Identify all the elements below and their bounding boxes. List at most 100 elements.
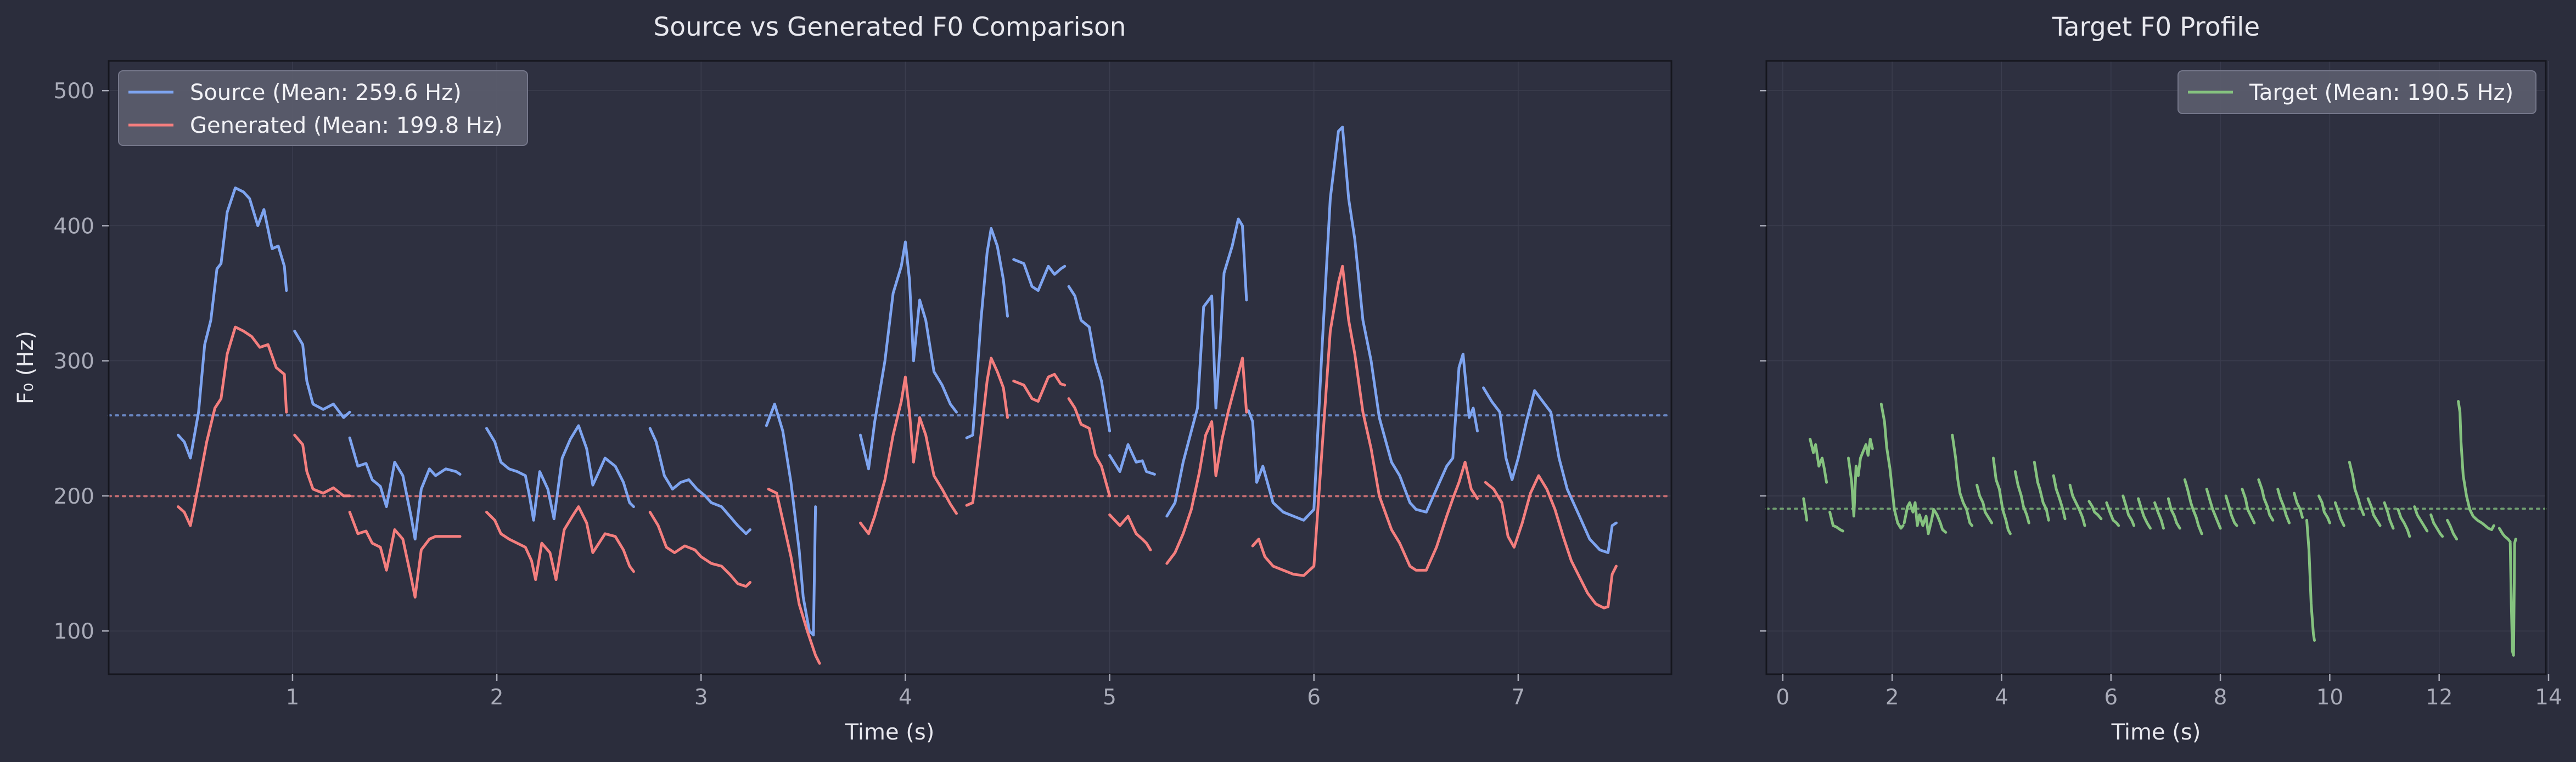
target-series-line xyxy=(2105,501,2120,527)
target-series-line xyxy=(2348,460,2365,516)
comparison-y-tick-label: 100 xyxy=(54,619,94,644)
comparison-series-1 xyxy=(177,264,1618,665)
target-series-line xyxy=(2241,488,2256,524)
comparison-series-line xyxy=(859,240,958,471)
target-series-line xyxy=(2153,501,2165,530)
comparison-legend: Source (Mean: 259.6 Hz) Generated (Mean: … xyxy=(118,70,528,146)
target-series-line xyxy=(2383,501,2395,530)
comparison-series xyxy=(177,126,1618,665)
comparison-series-line xyxy=(485,424,635,522)
target-series-line xyxy=(2013,470,2030,524)
comparison-series-line xyxy=(1251,264,1479,577)
comparison-series-line xyxy=(177,325,288,527)
target-x-tick-label: 8 xyxy=(2214,685,2227,710)
target-series-line xyxy=(2122,494,2136,527)
target-x-ticks: 0 2 4 6 8 10 12 14 xyxy=(1776,674,2562,710)
comparison-series-line xyxy=(765,403,817,637)
comparison-grid xyxy=(109,61,1671,674)
comparison-legend-label: Source (Mean: 259.6 Hz) xyxy=(190,80,462,105)
comparison-x-tick-label: 5 xyxy=(1103,685,1116,710)
comparison-y-tick-label: 300 xyxy=(54,349,94,374)
target-series-line xyxy=(2276,488,2291,524)
target-y-ticks xyxy=(1760,89,1766,632)
comparison-y-tick-label: 400 xyxy=(54,214,94,239)
target-series-line xyxy=(1951,433,1974,527)
comparison-series-line xyxy=(648,511,752,588)
target-series-line xyxy=(2205,488,2222,530)
target-panel: 0 2 4 6 8 10 12 14 Target F0 Profile Time (s) T… xyxy=(1760,12,2562,745)
target-series-line xyxy=(1847,438,1874,518)
comparison-series-line xyxy=(1067,285,1112,433)
comparison-series-line xyxy=(1108,513,1152,551)
target-x-tick-label: 6 xyxy=(2104,685,2118,710)
target-grid xyxy=(1766,61,2549,674)
comparison-x-tick-label: 1 xyxy=(286,685,300,710)
target-x-tick-label: 2 xyxy=(1885,685,1899,710)
comparison-series-line xyxy=(648,427,752,535)
target-series-line xyxy=(1879,403,1905,530)
comparison-legend-label: Generated (Mean: 199.8 Hz) xyxy=(190,113,503,138)
comparison-panel: 1 2 3 4 5 6 7 100 200 300 400 500 Source vs Genera… xyxy=(13,12,1673,745)
comparison-x-axis-label: Time (s) xyxy=(845,720,935,745)
comparison-series-line xyxy=(177,187,288,460)
comparison-legend-box xyxy=(118,70,528,146)
comparison-x-tick-label: 7 xyxy=(1511,685,1525,710)
target-series-line xyxy=(2033,460,2050,522)
comparison-series-line xyxy=(1012,372,1067,403)
comparison-x-tick-label: 2 xyxy=(490,685,504,710)
comparison-y-tick-label: 500 xyxy=(54,79,94,104)
target-x-tick-label: 0 xyxy=(1776,685,1789,710)
target-x-tick-label: 4 xyxy=(1995,685,2008,710)
comparison-series-0 xyxy=(177,126,1618,637)
target-series-line xyxy=(2508,538,2517,657)
target-series-line xyxy=(1902,501,1948,535)
target-series-line xyxy=(2087,500,2103,521)
comparison-series-line xyxy=(293,433,351,498)
target-plot-area xyxy=(1766,61,2546,674)
target-series-line xyxy=(2167,497,2181,530)
comparison-title: Source vs Generated F0 Comparison xyxy=(653,12,1126,42)
comparison-series-line xyxy=(965,357,1009,507)
target-series-line xyxy=(2224,494,2238,527)
target-series-line xyxy=(2052,474,2067,521)
target-series-line xyxy=(1992,456,2012,535)
comparison-series-line xyxy=(485,505,635,582)
comparison-series-line xyxy=(1247,126,1479,522)
target-series-line xyxy=(1976,483,1994,524)
target-series-line xyxy=(2068,483,2086,527)
target-series-line xyxy=(2397,508,2411,538)
target-series-line xyxy=(2429,513,2444,538)
comparison-series-line xyxy=(1012,258,1067,292)
target-series-line xyxy=(2293,492,2304,519)
comparison-y-ticks: 100 200 300 400 500 xyxy=(54,79,109,644)
target-series-line xyxy=(2498,527,2512,544)
target-x-tick-label: 12 xyxy=(2426,685,2453,710)
comparison-series-line xyxy=(1165,217,1248,518)
comparison-y-tick-label: 200 xyxy=(54,484,94,509)
target-legend-box xyxy=(2177,70,2536,114)
target-series-line xyxy=(2333,501,2345,527)
target-x-axis-label: Time (s) xyxy=(2111,720,2201,745)
target-series-line xyxy=(1809,438,1828,484)
target-series-line xyxy=(2366,497,2382,527)
target-series-line xyxy=(2137,497,2152,530)
comparison-y-axis-label: F₀ (Hz) xyxy=(13,331,38,404)
target-x-tick-label: 10 xyxy=(2316,685,2344,710)
comparison-plot-frame xyxy=(108,60,1673,675)
target-series-line xyxy=(2413,505,2429,533)
target-legend: Target (Mean: 190.5 Hz) xyxy=(2177,70,2536,114)
target-plot-frame xyxy=(1765,60,2547,675)
comparison-x-tick-label: 4 xyxy=(899,685,912,710)
target-series-line xyxy=(2446,518,2459,541)
target-series-line xyxy=(1802,497,1809,522)
comparison-series-line xyxy=(1108,443,1156,476)
comparison-series-line xyxy=(965,227,1009,439)
target-title: Target F0 Profile xyxy=(2052,12,2260,42)
comparison-x-tick-label: 3 xyxy=(694,685,708,710)
target-series-line xyxy=(2317,494,2331,524)
target-series xyxy=(1802,400,2517,657)
target-series-0 xyxy=(1802,400,2517,657)
target-series-line xyxy=(2457,400,2495,531)
target-series-line xyxy=(2257,478,2275,522)
